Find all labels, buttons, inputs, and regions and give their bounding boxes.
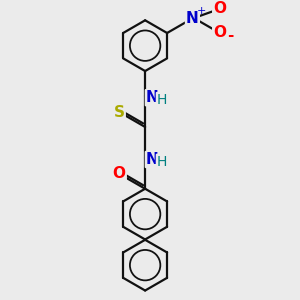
Text: H: H bbox=[157, 155, 167, 169]
Text: N: N bbox=[186, 11, 199, 26]
Text: O: O bbox=[113, 166, 126, 181]
Text: +: + bbox=[197, 6, 206, 16]
Text: -: - bbox=[226, 28, 233, 43]
Text: S: S bbox=[114, 104, 125, 119]
Text: N: N bbox=[146, 90, 159, 105]
Text: H: H bbox=[157, 93, 167, 107]
Text: N: N bbox=[146, 152, 159, 167]
Text: O: O bbox=[213, 1, 226, 16]
Text: O: O bbox=[213, 26, 226, 40]
